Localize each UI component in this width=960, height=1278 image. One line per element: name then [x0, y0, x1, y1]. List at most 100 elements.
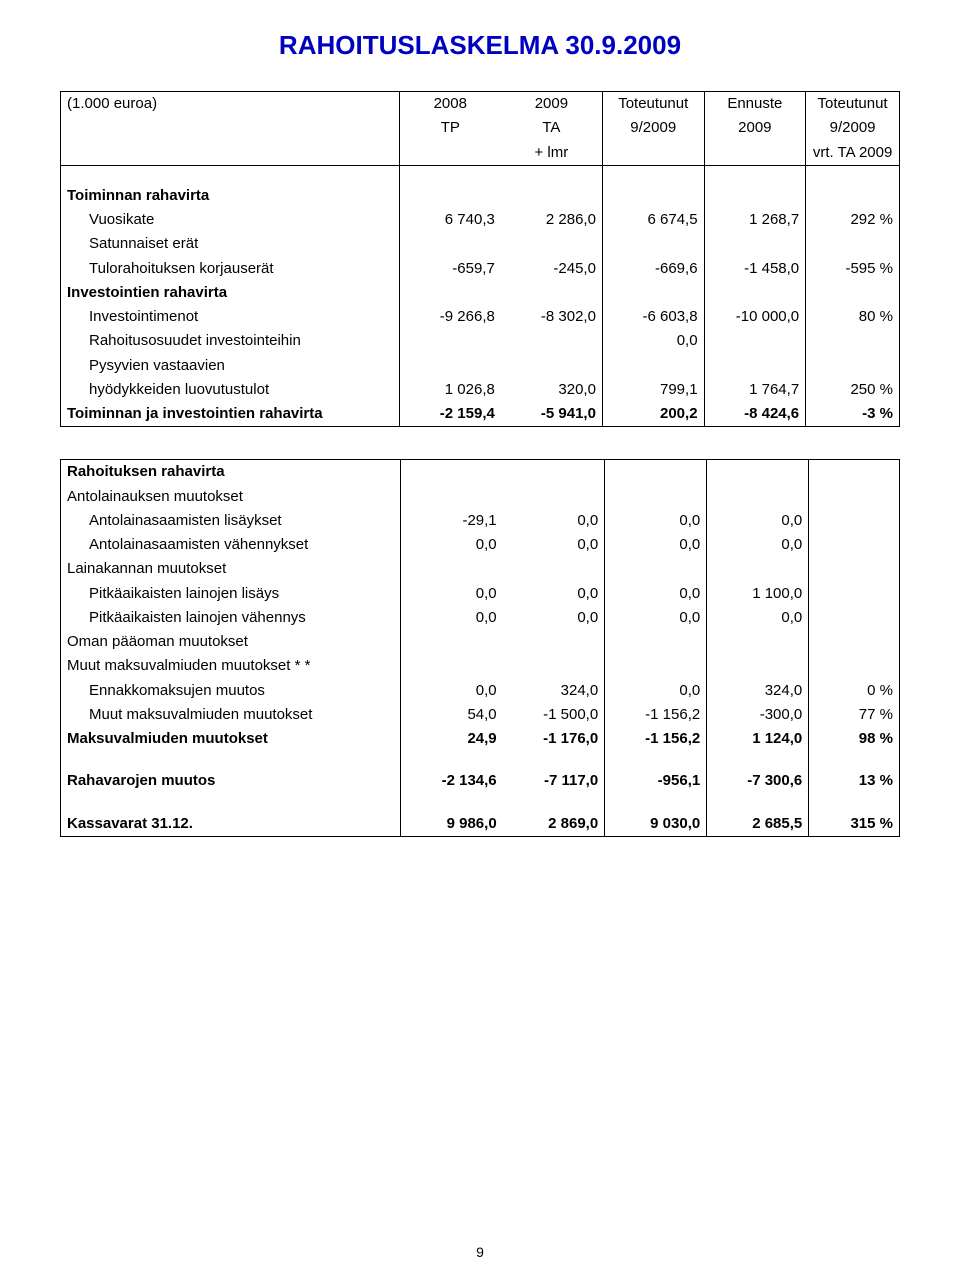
cell: -1 176,0: [503, 727, 605, 751]
total-row: Toiminnan ja investointien rahavirta -2 …: [61, 402, 900, 427]
table-row: Antolainasaamisten lisäykset -29,1 0,0 0…: [61, 509, 900, 533]
row-label: Muut maksuvalmiuden muutokset: [61, 703, 401, 727]
cell: 0,0: [401, 582, 503, 606]
table-row: Muut maksuvalmiuden muutokset 54,0 -1 50…: [61, 703, 900, 727]
cell: -7 117,0: [503, 769, 605, 793]
total-a-label: Toiminnan ja investointien rahavirta: [61, 402, 400, 427]
total-row: Maksuvalmiuden muutokset 24,9 -1 176,0 -…: [61, 727, 900, 751]
cell: 0,0: [602, 329, 704, 353]
cell: 315 %: [809, 812, 900, 837]
table-row: Ennakkomaksujen muutos 0,0 324,0 0,0 324…: [61, 679, 900, 703]
cell: 24,9: [401, 727, 503, 751]
cell: 799,1: [602, 378, 704, 402]
hdr-c3-l3: [602, 141, 704, 166]
cell: 0,0: [605, 509, 707, 533]
table-row: Pysyvien vastaavien: [61, 354, 900, 378]
table-row: Investointimenot -9 266,8 -8 302,0 -6 60…: [61, 305, 900, 329]
cell: 0,0: [605, 533, 707, 557]
group-row: Oman pääoman muutokset: [61, 630, 900, 654]
section-a-title: Toiminnan rahavirta: [61, 184, 400, 208]
total-row: Rahavarojen muutos -2 134,6 -7 117,0 -95…: [61, 769, 900, 793]
cell: 0,0: [503, 606, 605, 630]
cell: 0,0: [503, 509, 605, 533]
row-label: Pysyvien vastaavien: [61, 354, 400, 378]
group-label: Lainakannan muutokset: [61, 557, 401, 581]
cell: 98 %: [809, 727, 900, 751]
cell: 324,0: [707, 679, 809, 703]
cell: 0,0: [605, 606, 707, 630]
section-title-row: Rahoituksen rahavirta: [61, 460, 900, 485]
group-label: Oman pääoman muutokset: [61, 630, 401, 654]
cell: 0 %: [809, 679, 900, 703]
cell: -659,7: [399, 257, 501, 281]
hdr-c1-l3: [399, 141, 501, 166]
table-header-row: TP TA 9/2009 2009 9/2009: [61, 116, 900, 140]
cell: -9 266,8: [399, 305, 501, 329]
cell: 0,0: [605, 679, 707, 703]
kv-label: Kassavarat 31.12.: [61, 812, 401, 837]
cell: -2 134,6: [401, 769, 503, 793]
table-top: (1.000 euroa) 2008 2009 Toteutunut Ennus…: [60, 91, 900, 427]
cell: 0,0: [707, 606, 809, 630]
row-label: Satunnaiset erät: [61, 232, 400, 256]
row-label: Pitkäaikaisten lainojen vähennys: [61, 606, 401, 630]
hdr-c5-l3: vrt. TA 2009: [806, 141, 900, 166]
cell: 2 286,0: [501, 208, 603, 232]
cell: 54,0: [401, 703, 503, 727]
cell: 13 %: [809, 769, 900, 793]
row-label: Tulorahoituksen korjauserät: [61, 257, 400, 281]
mv-label: Maksuvalmiuden muutokset: [61, 727, 401, 751]
section-title-row: Investointien rahavirta: [61, 281, 900, 305]
cell: 0,0: [707, 533, 809, 557]
table-row: hyödykkeiden luovutustulot 1 026,8 320,0…: [61, 378, 900, 402]
cell: -8 424,6: [704, 402, 806, 427]
cell: -7 300,6: [707, 769, 809, 793]
spacer-row: [61, 794, 900, 812]
cell: 0,0: [401, 679, 503, 703]
cell: 2 869,0: [503, 812, 605, 837]
cell: -1 156,2: [605, 703, 707, 727]
cell: 0,0: [503, 533, 605, 557]
table-row: Tulorahoituksen korjauserät -659,7 -245,…: [61, 257, 900, 281]
group-label: Antolainauksen muutokset: [61, 485, 401, 509]
cell: -6 603,8: [602, 305, 704, 329]
cell: 1 124,0: [707, 727, 809, 751]
total-row: Kassavarat 31.12. 9 986,0 2 869,0 9 030,…: [61, 812, 900, 837]
table-row: Vuosikate 6 740,3 2 286,0 6 674,5 1 268,…: [61, 208, 900, 232]
cell: 324,0: [503, 679, 605, 703]
table-row: Rahoitusosuudet investointeihin 0,0: [61, 329, 900, 353]
row-label: Pitkäaikaisten lainojen lisäys: [61, 582, 401, 606]
cell: 0,0: [401, 533, 503, 557]
spacer-row: [61, 751, 900, 769]
cell: 6 740,3: [399, 208, 501, 232]
row-label: hyödykkeiden luovutustulot: [61, 378, 400, 402]
row-label: Investointimenot: [61, 305, 400, 329]
cell: -956,1: [605, 769, 707, 793]
cell: 292 %: [806, 208, 900, 232]
cell: 9 986,0: [401, 812, 503, 837]
section-invest-title: Investointien rahavirta: [61, 281, 400, 305]
cell: -1 458,0: [704, 257, 806, 281]
cell: -245,0: [501, 257, 603, 281]
row-label: Ennakkomaksujen muutos: [61, 679, 401, 703]
cell: -669,6: [602, 257, 704, 281]
table-row: Satunnaiset erät: [61, 232, 900, 256]
hdr-c3-l2: 9/2009: [602, 116, 704, 140]
cell: 1 268,7: [704, 208, 806, 232]
cell: 250 %: [806, 378, 900, 402]
cell: -3 %: [806, 402, 900, 427]
cell: 9 030,0: [605, 812, 707, 837]
cell: 0,0: [503, 582, 605, 606]
group-row: Muut maksuvalmiuden muutokset * *: [61, 654, 900, 678]
cell: 0,0: [605, 582, 707, 606]
hdr-c4-l1: Ennuste: [704, 92, 806, 117]
cell: 1 100,0: [707, 582, 809, 606]
cell: -5 941,0: [501, 402, 603, 427]
cell: 320,0: [501, 378, 603, 402]
cell: -29,1: [401, 509, 503, 533]
table-header-row: (1.000 euroa) 2008 2009 Toteutunut Ennus…: [61, 92, 900, 117]
cell: -1 500,0: [503, 703, 605, 727]
row-label: Rahoitusosuudet investointeihin: [61, 329, 400, 353]
cell: -2 159,4: [399, 402, 501, 427]
page-title: RAHOITUSLASKELMA 30.9.2009: [60, 30, 900, 61]
